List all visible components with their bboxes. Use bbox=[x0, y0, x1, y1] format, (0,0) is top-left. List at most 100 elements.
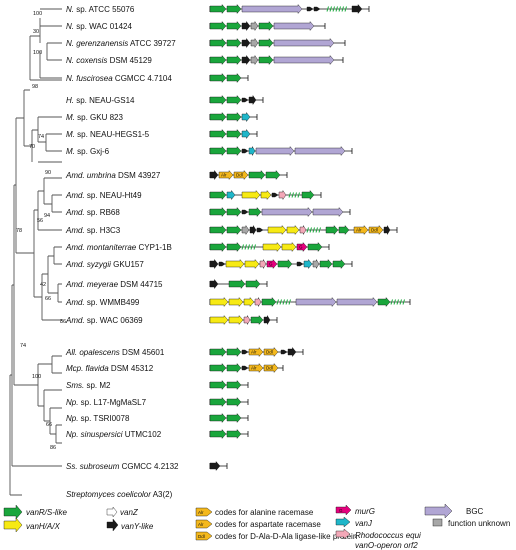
taxon-label: N. sp. WAC 01424 bbox=[66, 22, 133, 31]
legend-unknown-label: function unknown bbox=[448, 519, 510, 528]
gene-arrow bbox=[351, 3, 363, 15]
bootstrap-value: 100 bbox=[33, 11, 42, 17]
gene-arrow bbox=[226, 72, 242, 84]
svg-text:Ddl: Ddl bbox=[371, 228, 378, 233]
bootstrap-value: 100 bbox=[33, 50, 42, 56]
gene-arrow bbox=[353, 224, 369, 236]
gene-cluster: Alr Ddl bbox=[209, 169, 288, 181]
gene-cluster: G bbox=[209, 258, 353, 270]
svg-text:Alr: Alr bbox=[198, 510, 204, 515]
gene-arrow bbox=[258, 54, 274, 66]
gene-arrow bbox=[273, 37, 335, 49]
gene-cluster bbox=[209, 128, 258, 140]
bootstrap-value: 78 bbox=[16, 228, 22, 234]
gene-arrow bbox=[209, 224, 227, 236]
taxa-labels: N. sp. ATCC 55076 N. sp. WAC 01424 N. gere… bbox=[65, 5, 179, 499]
taxon-label: Np. sp. TSRI0078 bbox=[66, 414, 130, 423]
gene-arrow bbox=[241, 189, 261, 201]
taxon-label: Amd. umbrina DSM 43927 bbox=[65, 171, 161, 180]
gene-arrow bbox=[209, 37, 227, 49]
gene-arrow bbox=[233, 169, 249, 181]
gene-arrow bbox=[248, 169, 266, 181]
gene-arrow bbox=[273, 54, 335, 66]
gene-arrow bbox=[255, 145, 295, 157]
gene-cluster bbox=[209, 111, 258, 123]
gene-arrow bbox=[299, 224, 307, 236]
gene-arrow bbox=[266, 258, 278, 270]
legend-vanz-label: vanZ bbox=[120, 508, 139, 517]
gene-arrow bbox=[226, 346, 242, 358]
gene-arrow bbox=[209, 412, 227, 424]
gene-arrow bbox=[209, 396, 227, 408]
gene-arrow bbox=[241, 111, 251, 123]
gene-arrow bbox=[226, 379, 242, 391]
taxon-label: Amd. sp. WMMB499 bbox=[65, 298, 140, 307]
bootstrap-value: 42 bbox=[40, 282, 46, 288]
gene-arrow bbox=[241, 54, 251, 66]
gene-arrow bbox=[209, 460, 221, 472]
svg-text:Alr: Alr bbox=[251, 366, 257, 371]
gene-arrow bbox=[281, 241, 297, 253]
legend-vanhax-label: vanH/A/X bbox=[26, 522, 60, 531]
legend-vanhax: vanH/A/X bbox=[3, 517, 60, 533]
gene-arrow bbox=[228, 314, 244, 326]
gene-arrow bbox=[209, 314, 229, 326]
legend-bgc: BGC bbox=[424, 503, 484, 519]
gene-cluster: Alr Ddl bbox=[209, 224, 398, 236]
gene-arrow bbox=[226, 362, 242, 374]
taxon-label: M. sp. NEAU-HEGS1-5 bbox=[66, 130, 150, 139]
gene-cluster bbox=[209, 460, 228, 472]
legend-vanj: vanJ bbox=[335, 516, 373, 528]
gene-arrow bbox=[226, 94, 242, 106]
taxon-label: H. sp. NEAU-GS14 bbox=[66, 96, 135, 105]
gene-arrow bbox=[209, 206, 227, 218]
taxon-label: Np. sp. L17-MgMaSL7 bbox=[66, 398, 147, 407]
gene-arrow bbox=[209, 189, 227, 201]
gene-arrow bbox=[248, 94, 257, 106]
taxon-label: N. gerenzanensis ATCC 39727 bbox=[66, 39, 176, 48]
bootstrap-value: 100 bbox=[32, 374, 41, 380]
gene-arrow bbox=[226, 428, 242, 440]
gene-arrow bbox=[250, 54, 259, 66]
legend-ddl: Ddl codes for D-Ala-D-Ala ligase-like pr… bbox=[195, 531, 357, 541]
gene-arrow bbox=[319, 258, 333, 270]
legend-rhodo: Rhodococcus equi vanO-operon orf2 bbox=[335, 528, 421, 550]
svg-text:Alr: Alr bbox=[198, 522, 204, 527]
gene-arrow bbox=[209, 128, 227, 140]
gene-arrow bbox=[248, 346, 264, 358]
svg-text:Alr: Alr bbox=[356, 228, 362, 233]
gene-arrow bbox=[226, 396, 242, 408]
legend-vanz: vanZ bbox=[106, 506, 139, 518]
gene-cluster bbox=[209, 396, 249, 408]
svg-text:G: G bbox=[269, 262, 273, 267]
svg-text:Ddl: Ddl bbox=[266, 366, 273, 371]
gene-arrow bbox=[259, 258, 267, 270]
gene-arrow bbox=[209, 3, 227, 15]
gene-cluster bbox=[209, 379, 249, 391]
gene-arrow bbox=[241, 224, 250, 236]
taxon-label: Np. sinuspersici UTMC102 bbox=[66, 430, 162, 439]
gene-cluster bbox=[209, 428, 249, 440]
gene-arrow bbox=[226, 37, 242, 49]
bootstrap-value: 56 bbox=[37, 218, 43, 224]
bootstrap-value: 98 bbox=[32, 84, 38, 90]
gene-arrow bbox=[209, 362, 227, 374]
gene-cluster bbox=[209, 37, 346, 49]
taxon-label: All. opalescens DSM 45601 bbox=[65, 348, 165, 357]
gene-arrow bbox=[226, 111, 242, 123]
gene-arrow bbox=[332, 258, 346, 270]
gene-arrow bbox=[228, 296, 244, 308]
legend-rhodo-label-1: Rhodococcus equi bbox=[355, 531, 421, 540]
gene-arrow bbox=[243, 314, 251, 326]
gene-arrow bbox=[261, 296, 277, 308]
taxon-label: Streptomyces coelicolor A3(2) bbox=[66, 490, 173, 499]
gene-cluster bbox=[209, 206, 351, 218]
gene-clusters: Alr Ddl Alr Ddl G G Alr Ddl Alr Ddl bbox=[209, 3, 411, 472]
legend-asp-label: codes for aspartate racemase bbox=[215, 520, 321, 529]
gene-arrow bbox=[383, 224, 391, 236]
gene-arrow bbox=[377, 296, 391, 308]
gene-arrow bbox=[248, 362, 264, 374]
gene-arrow bbox=[209, 278, 219, 290]
gene-arrow bbox=[301, 189, 315, 201]
